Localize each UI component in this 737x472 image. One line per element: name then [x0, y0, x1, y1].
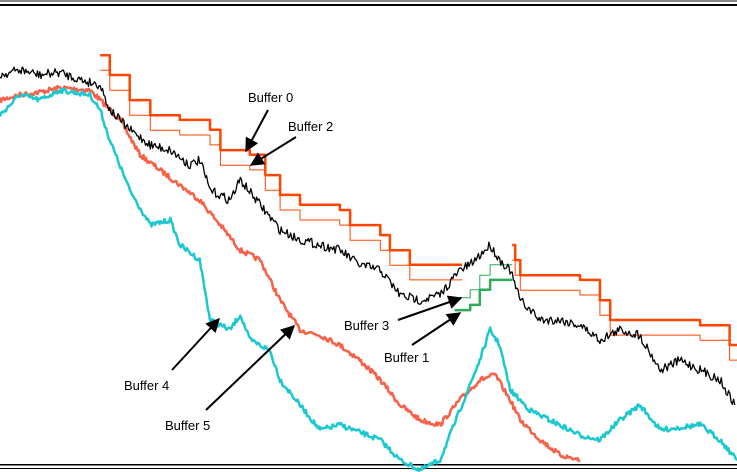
annotation-buffer-5: Buffer 5 [165, 325, 296, 433]
arrow-icon [245, 109, 269, 153]
annotation-label: Buffer 4 [124, 378, 169, 393]
arrow-icon [171, 317, 220, 371]
bottom-border-2 [0, 468, 737, 469]
annotation-buffer-3: Buffer 3 [344, 295, 463, 333]
top-border [0, 4, 737, 6]
annotation-label: Buffer 0 [248, 90, 293, 105]
arrow-icon [397, 295, 463, 321]
arrow-icon [249, 136, 297, 166]
annotation-label: Buffer 1 [384, 350, 429, 365]
series-line-buffer2 [100, 69, 463, 281]
series-line-price [0, 66, 736, 406]
arrow-icon [411, 312, 462, 346]
bottom-border [0, 464, 737, 466]
top-frame-bar [0, 0, 737, 2]
annotation-buffer-1: Buffer 1 [384, 312, 462, 365]
series-line-buffer0 [512, 243, 737, 347]
annotation-label: Buffer 2 [288, 119, 333, 134]
annotation-label: Buffer 3 [344, 318, 389, 333]
annotation-buffer-0: Buffer 0 [245, 90, 293, 153]
annotation-buffer-4: Buffer 4 [124, 317, 220, 393]
series-line-buffer4 [0, 87, 737, 472]
annotation-buffer-2: Buffer 2 [249, 119, 333, 166]
series-line-buffer3 [454, 264, 513, 299]
arrow-icon [205, 325, 296, 411]
annotation-label: Buffer 5 [165, 418, 210, 433]
series-line-buffer1 [454, 278, 513, 312]
series-line-buffer2 [512, 259, 737, 361]
series-line-buffer5 [0, 84, 581, 463]
series-line-buffer0 [100, 53, 463, 267]
